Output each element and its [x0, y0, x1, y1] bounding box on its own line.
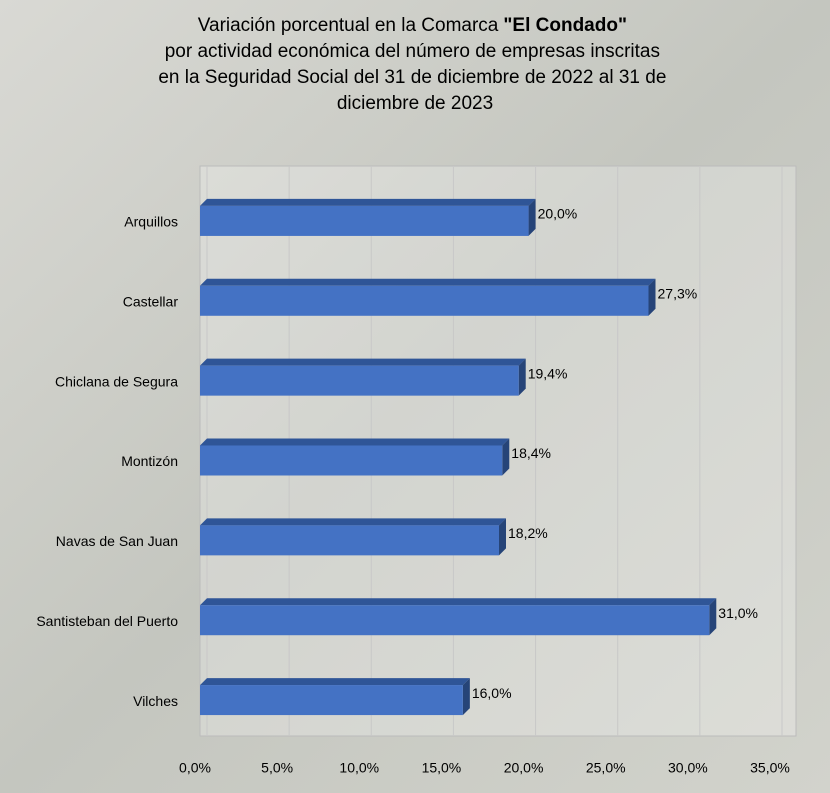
bar: [200, 605, 710, 636]
data-label: 19,4%: [528, 365, 568, 381]
x-tick-label: 0,0%: [179, 760, 211, 776]
data-label: 20,0%: [538, 206, 578, 222]
x-tick-label: 35,0%: [750, 760, 790, 776]
x-tick-label: 30,0%: [668, 760, 708, 776]
x-tick-label: 10,0%: [339, 760, 379, 776]
bar-top: [200, 438, 510, 446]
data-label: 16,0%: [472, 685, 512, 701]
bar: [200, 525, 499, 556]
y-tick-label: Castellar: [123, 293, 179, 309]
bar-side: [502, 438, 510, 476]
bar-top: [200, 598, 717, 606]
bar-side: [528, 198, 536, 236]
title-line: Variación porcentual en la Comarca: [198, 15, 499, 36]
title-line: en la Seguridad Social del 31 de diciemb…: [158, 67, 666, 88]
title-line: diciembre de 2023: [337, 93, 493, 114]
data-label: 18,2%: [508, 525, 548, 541]
chart-title: Variación porcentual en la Comarca "El Co…: [158, 15, 671, 114]
y-tick-label: Santisteban del Puerto: [36, 613, 178, 629]
x-tick-label: 5,0%: [261, 760, 293, 776]
bar-top: [200, 518, 506, 526]
bar: [200, 365, 519, 396]
bar-side: [709, 598, 717, 636]
data-label: 27,3%: [658, 285, 698, 301]
y-tick-label: Chiclana de Segura: [55, 373, 178, 389]
y-tick-label: Montizón: [121, 453, 178, 469]
bar: [200, 205, 529, 236]
bar-side: [499, 518, 506, 556]
y-tick-label: Arquillos: [124, 214, 178, 230]
title-line: por actividad económica del número de em…: [165, 41, 660, 62]
bar-side: [518, 358, 526, 396]
bar-top: [200, 198, 536, 206]
title-bold: "El Condado": [503, 15, 627, 36]
bar-top: [200, 358, 526, 366]
x-tick-label: 20,0%: [504, 760, 544, 776]
bar-top: [200, 278, 656, 286]
x-tick-label: 15,0%: [422, 760, 462, 776]
bar: [200, 445, 503, 476]
x-tick-label: 25,0%: [586, 760, 626, 776]
bar-top: [200, 678, 470, 686]
bar-side: [462, 678, 470, 716]
data-label: 31,0%: [718, 605, 758, 621]
bar: [200, 285, 649, 316]
y-tick-label: Vilches: [133, 693, 178, 709]
bar: [200, 685, 463, 716]
y-tick-label: Navas de San Juan: [56, 533, 178, 549]
bar-side: [648, 278, 656, 316]
data-label: 18,4%: [511, 445, 551, 461]
